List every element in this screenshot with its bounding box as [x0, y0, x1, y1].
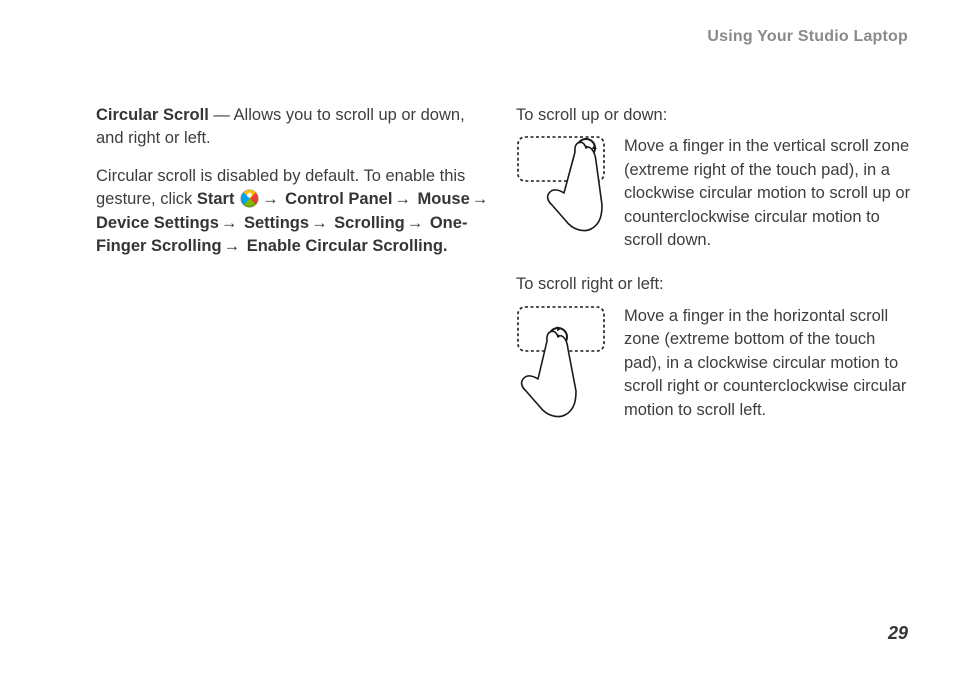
scroll-updown-lead: To scroll up or down: [516, 104, 912, 127]
scroll-leftright-text: Move a finger in the horizontal scroll z… [624, 305, 912, 425]
scroll-leftright-lead: To scroll right or left: [516, 273, 912, 296]
arrow-icon: → [470, 190, 491, 208]
arrow-icon: → [392, 190, 413, 208]
path-enable: Enable Circular Scrolling. [242, 237, 447, 255]
scroll-leftright-block: Move a finger in the horizontal scroll z… [516, 305, 912, 425]
windows-orb-icon [241, 190, 258, 207]
scroll-updown-text: Move a finger in the vertical scroll zon… [624, 135, 912, 255]
arrow-icon: → [219, 214, 240, 232]
right-column: To scroll up or down: Move a finger in t… [516, 104, 912, 443]
page-number: 29 [888, 623, 908, 644]
path-device-settings: Device Settings [96, 214, 219, 232]
arrow-icon: → [222, 237, 243, 255]
feature-name: Circular Scroll [96, 106, 209, 124]
path-start: Start [197, 190, 235, 208]
vertical-scroll-gesture-icon [516, 135, 610, 255]
path-control-panel: Control Panel [281, 190, 393, 208]
left-column: Circular Scroll — Allows you to scroll u… [96, 104, 492, 443]
circular-scroll-intro: Circular Scroll — Allows you to scroll u… [96, 104, 492, 151]
manual-page: Using Your Studio Laptop Circular Scroll… [96, 28, 912, 648]
horizontal-scroll-gesture-icon [516, 305, 610, 425]
content-columns: Circular Scroll — Allows you to scroll u… [96, 104, 912, 443]
page-header: Using Your Studio Laptop [96, 28, 912, 104]
arrow-icon: → [260, 190, 281, 208]
scroll-updown-block: Move a finger in the vertical scroll zon… [516, 135, 912, 255]
arrow-icon: → [405, 214, 426, 232]
enable-instructions: Circular scroll is disabled by default. … [96, 165, 492, 259]
path-mouse: Mouse [413, 190, 470, 208]
path-settings: Settings [239, 214, 309, 232]
arrow-icon: → [309, 214, 330, 232]
path-scrolling: Scrolling [330, 214, 405, 232]
